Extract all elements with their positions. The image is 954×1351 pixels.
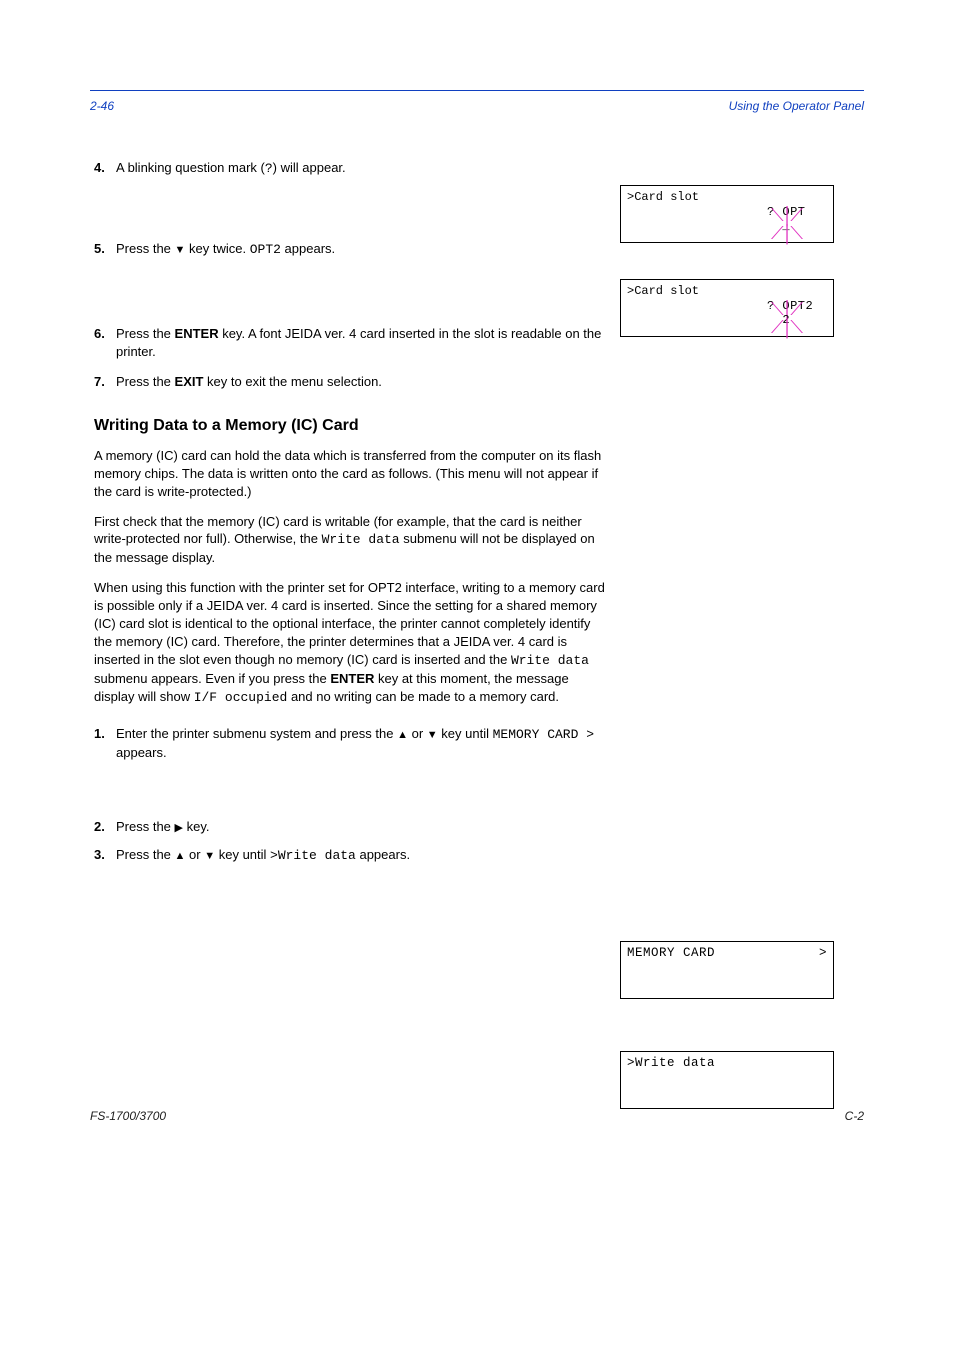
step-body: A blinking question mark (?) will appear…: [116, 159, 606, 178]
step-body: Press the EXIT key to exit the menu sele…: [116, 373, 606, 391]
header-left: 2-46: [90, 99, 114, 113]
display-box-4: >Write data: [620, 1051, 834, 1109]
running-footer: FS-1700/3700 C-2: [90, 1109, 864, 1123]
step-body: Press the ENTER key. A font JEIDA ver. 4…: [116, 325, 606, 361]
step-number: 6.: [90, 325, 116, 361]
step-body: Press the ▶ key.: [116, 818, 606, 836]
display-line1: >Write data: [627, 1056, 827, 1072]
step-body: Enter the printer submenu system and pre…: [116, 725, 606, 762]
paragraph-2: First check that the memory (IC) card is…: [90, 513, 606, 568]
step-number: 3.: [90, 846, 116, 865]
step-3: 3. Press the ▲ or ▼ key until >Write dat…: [90, 846, 606, 865]
display-box-3: MEMORY CARD>: [620, 941, 834, 999]
footer-left: FS-1700/3700: [90, 1109, 166, 1123]
running-header: 2-46 Using the Operator Panel: [90, 99, 864, 113]
step-1: 1. Enter the printer submenu system and …: [90, 725, 606, 762]
step-2: 2. Press the ▶ key.: [90, 818, 606, 836]
section-title: Writing Data to a Memory (IC) Card: [90, 417, 606, 435]
display-box-1: >Card slot ? OPT ⟍│⟋ _ ⟋│⟍: [620, 185, 834, 243]
paragraph-3: When using this function with the printe…: [90, 579, 606, 707]
blink-cursor-icon: ⟍│⟋ _ ⟋│⟍: [771, 212, 801, 240]
display-line1: >Card slot: [627, 284, 827, 299]
step-number: 7.: [90, 373, 116, 391]
down-triangle-icon: ▼: [175, 243, 186, 258]
content-columns: 4. A blinking question mark (?) will app…: [90, 153, 864, 1109]
down-triangle-icon: ▼: [427, 728, 438, 743]
blink-cursor-icon: ⟍│⟋ 2 ⟋│⟍: [771, 306, 801, 334]
header-rule: [90, 90, 864, 91]
column-right: >Card slot ? OPT ⟍│⟋ _ ⟋│⟍ >Card slot ? …: [616, 153, 856, 1109]
step-5: 5. Press the ▼ key twice. OPT2 appears.: [90, 240, 606, 259]
step-4: 4. A blinking question mark (?) will app…: [90, 159, 606, 178]
step-number: 4.: [90, 159, 116, 178]
step-body: Press the ▲ or ▼ key until >Write data a…: [116, 846, 606, 865]
paragraph-1: A memory (IC) card can hold the data whi…: [90, 447, 606, 501]
footer-right: C-2: [845, 1109, 864, 1123]
step-number: 1.: [90, 725, 116, 762]
column-left: 4. A blinking question mark (?) will app…: [90, 153, 616, 1109]
step-7: 7. Press the EXIT key to exit the menu s…: [90, 373, 606, 391]
up-triangle-icon: ▲: [397, 728, 408, 743]
down-triangle-icon: ▼: [204, 849, 215, 864]
header-right: Using the Operator Panel: [729, 99, 864, 113]
step-6: 6. Press the ENTER key. A font JEIDA ver…: [90, 325, 606, 361]
step-body: Press the ▼ key twice. OPT2 appears.: [116, 240, 606, 259]
display-line1: MEMORY CARD>: [627, 946, 827, 962]
display-line1: >Card slot: [627, 190, 827, 205]
up-triangle-icon: ▲: [175, 849, 186, 864]
page: 2-46 Using the Operator Panel 4. A blink…: [0, 0, 954, 1169]
step-number: 5.: [90, 240, 116, 259]
step-number: 2.: [90, 818, 116, 836]
display-box-2: >Card slot ? OPT2 ⟍│⟋ 2 ⟋│⟍: [620, 279, 834, 337]
right-triangle-icon: ▶: [175, 821, 183, 836]
